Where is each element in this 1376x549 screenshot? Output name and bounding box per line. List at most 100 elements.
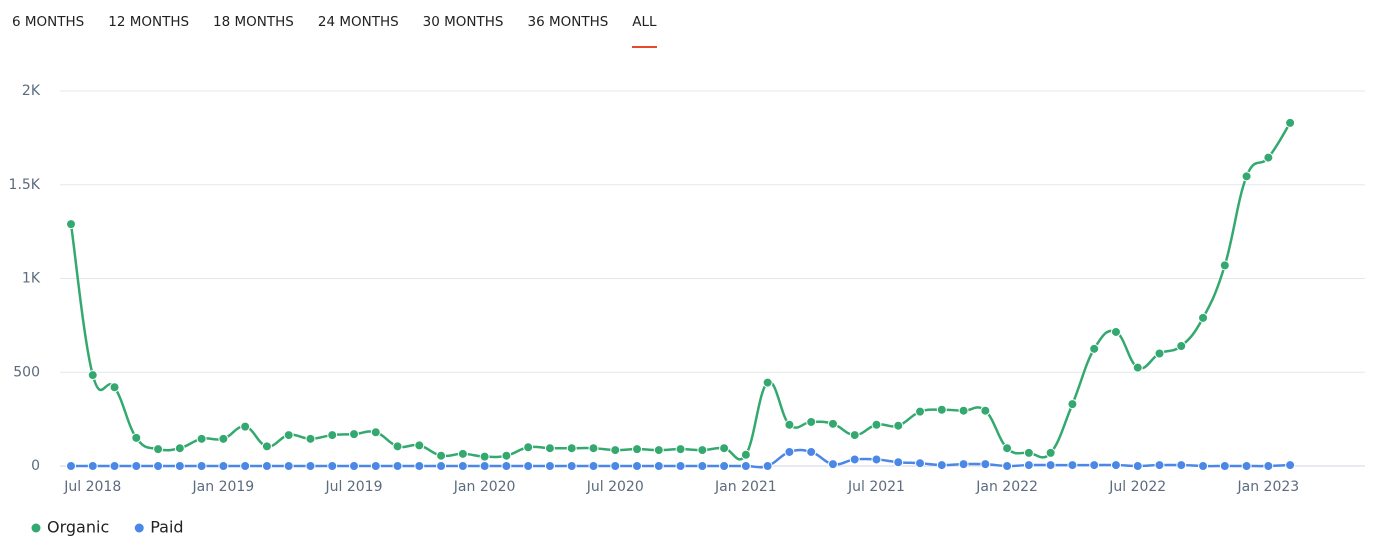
data-point (784, 446, 795, 457)
data-point (1023, 460, 1034, 471)
data-point (131, 432, 142, 443)
data-point (719, 461, 730, 471)
data-point (1198, 312, 1209, 323)
data-point (1002, 443, 1013, 454)
data-point (1110, 326, 1121, 337)
data-point (588, 461, 599, 471)
data-point (392, 461, 403, 471)
data-point (1154, 348, 1165, 359)
range-tab[interactable]: 30 MONTHS (422, 14, 504, 30)
data-point (827, 418, 838, 429)
data-point (697, 445, 708, 456)
y-tick-label: 0 (31, 458, 40, 474)
data-point (544, 443, 555, 454)
data-point (1219, 461, 1230, 471)
data-point (1110, 460, 1121, 471)
data-point (436, 450, 447, 461)
data-point (1285, 460, 1296, 471)
data-point (283, 461, 294, 471)
data-point (806, 446, 817, 457)
data-point (305, 461, 316, 471)
range-tab[interactable]: 18 MONTHS (213, 14, 294, 30)
data-point (1198, 461, 1209, 471)
data-point (1241, 171, 1252, 182)
data-point (305, 433, 316, 444)
data-point (893, 457, 904, 468)
data-point (392, 441, 403, 452)
data-point (632, 444, 643, 455)
legend-label: Organic (47, 518, 109, 537)
data-point (653, 461, 664, 471)
range-tab[interactable]: ALL (620, 0, 668, 48)
data-point (283, 430, 294, 441)
data-point (936, 404, 947, 415)
data-point (806, 416, 817, 427)
range-tabs: 6 MONTHS 12 MONTHS 18 MONTHS 24 MONTHS 30 MO… (0, 0, 669, 50)
data-point (566, 461, 577, 471)
legend-marker (134, 523, 144, 533)
data-point (675, 444, 686, 455)
data-point (632, 461, 643, 471)
data-point (218, 461, 229, 471)
data-point (174, 443, 185, 454)
y-tick-label: 1.5K (9, 177, 41, 193)
range-tab[interactable]: 12 MONTHS (108, 14, 190, 30)
data-point (240, 421, 251, 432)
x-tick-label: Jul 2022 (1108, 479, 1166, 495)
data-point (457, 461, 468, 471)
data-point (958, 405, 969, 416)
data-point (370, 461, 381, 471)
data-point (740, 449, 751, 460)
data-point (66, 461, 76, 471)
data-point (1067, 399, 1078, 410)
data-point (131, 461, 142, 471)
data-point (1219, 260, 1230, 271)
data-point (958, 459, 969, 470)
range-tab[interactable]: 6 MONTHS (12, 14, 85, 30)
data-point (915, 406, 926, 417)
data-point (87, 461, 98, 471)
data-point (327, 461, 338, 471)
data-point (980, 405, 991, 416)
data-point (196, 433, 207, 444)
data-point (1045, 447, 1056, 458)
data-point (697, 461, 708, 471)
data-point (610, 461, 621, 471)
data-point (762, 461, 773, 471)
x-tick-label: Jan 2023 (1237, 479, 1300, 495)
data-point (240, 461, 251, 471)
range-tab[interactable]: 36 MONTHS (527, 14, 609, 30)
data-point (1067, 460, 1078, 471)
x-tick-label: Jul 2021 (847, 479, 905, 495)
data-point (1263, 461, 1274, 471)
data-point (174, 461, 185, 471)
data-point (436, 461, 447, 471)
data-point (1089, 343, 1100, 354)
data-point (153, 461, 164, 471)
data-point (414, 461, 425, 471)
data-point (610, 445, 621, 456)
data-point (893, 420, 904, 431)
data-point (653, 445, 664, 456)
range-tab[interactable]: 24 MONTHS (317, 14, 399, 30)
data-point (479, 451, 490, 462)
data-point (1241, 461, 1252, 471)
data-point (827, 459, 838, 470)
legend-marker (31, 523, 41, 533)
data-point (915, 458, 926, 469)
data-point (1045, 460, 1056, 471)
data-point (349, 429, 360, 440)
data-point (479, 461, 490, 471)
data-point (1263, 152, 1274, 163)
data-point (1002, 461, 1013, 471)
data-point (871, 454, 882, 465)
data-point (719, 443, 730, 454)
data-point (1023, 447, 1034, 458)
data-point (849, 430, 860, 441)
x-tick-label: Jul 2020 (586, 479, 644, 495)
data-point (109, 382, 120, 393)
data-point (66, 219, 76, 230)
y-tick-label: 1K (22, 271, 41, 287)
